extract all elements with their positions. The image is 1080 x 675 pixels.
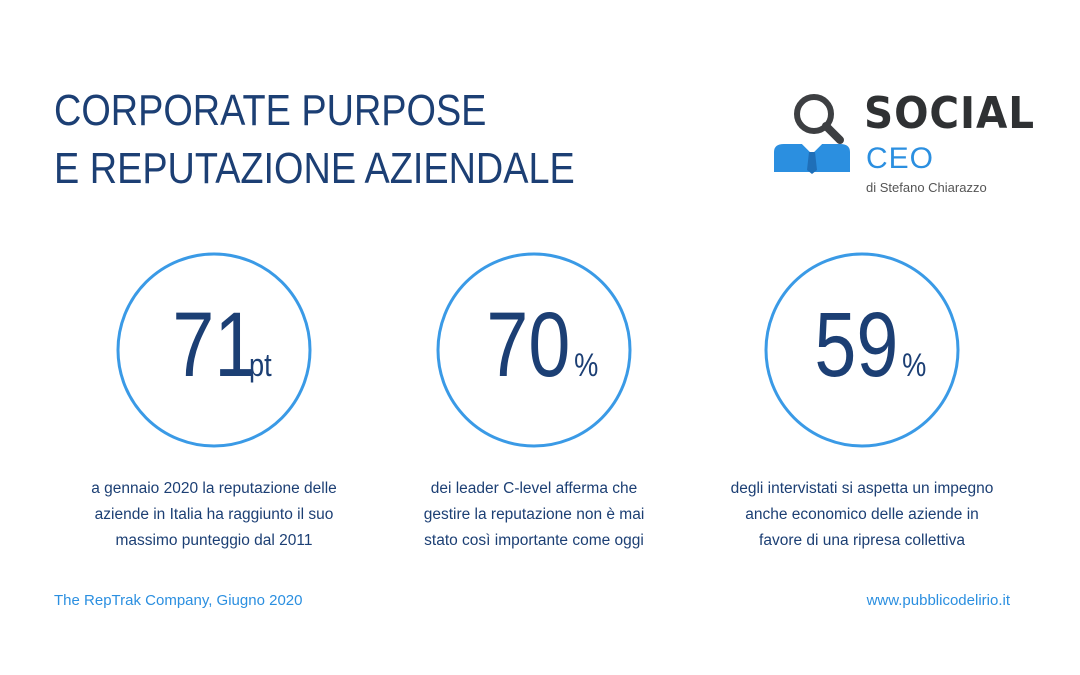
- logo-byline: di Stefano Chiarazzo: [866, 180, 987, 195]
- social-ceo-logo: SOCIAL CEO di Stefano Chiarazzo: [770, 88, 1034, 200]
- stat-value: 71pt: [114, 290, 314, 400]
- stat-number: 59: [814, 294, 898, 396]
- title-line-1: CORPORATE PURPOSE: [54, 86, 487, 135]
- stat-description-line: anche economico delle aziende in: [745, 506, 979, 523]
- ring-circle: [436, 252, 632, 448]
- stat-ring: 70%: [434, 250, 634, 450]
- suit-tie-icon: [774, 144, 850, 174]
- stat-description: a gennaio 2020 la reputazione delle azie…: [64, 476, 364, 554]
- stat-unit: pt: [248, 347, 272, 383]
- source-credit: The RepTrak Company, Giugno 2020: [54, 592, 303, 609]
- title-line-2: E REPUTAZIONE AZIENDALE: [54, 144, 575, 193]
- stat-description-line: favore di una ripresa collettiva: [759, 532, 965, 549]
- stat-value: 59%: [762, 290, 962, 400]
- ring-circle: [764, 252, 960, 448]
- stat-unit: %: [902, 347, 927, 383]
- page-title: CORPORATE PURPOSE E REPUTAZIONE AZIENDAL…: [54, 82, 575, 198]
- ring-circle: [116, 252, 312, 448]
- stat-value: 70%: [434, 290, 634, 400]
- stat-unit: %: [574, 347, 599, 383]
- logo-word-social: SOCIAL: [864, 88, 1035, 139]
- stat-description: degli intervistati si aspetta un impegno…: [712, 476, 1012, 554]
- logo-word-ceo: CEO: [866, 142, 935, 175]
- stat-description-line: massimo punteggio dal 2011: [115, 532, 313, 549]
- stat-description: dei leader C-level afferma che gestire l…: [384, 476, 684, 554]
- stat-description-line: dei leader C-level afferma che: [430, 480, 638, 497]
- website-link[interactable]: www.pubblicodelirio.it: [866, 592, 1010, 609]
- stat-description-line: stato così importante come oggi: [424, 532, 644, 549]
- stat-description-line: gestire la reputazione non è mai: [423, 506, 645, 523]
- stat-description-line: aziende in Italia ha raggiunto il suo: [94, 506, 334, 523]
- stat-ring: 71pt: [114, 250, 314, 450]
- stat-number: 71: [172, 294, 257, 396]
- stat-description-line: degli intervistati si aspetta un impegno: [730, 480, 994, 497]
- stat-number: 70: [486, 294, 570, 396]
- magnifier-icon: [794, 94, 844, 144]
- stat-ring: 59%: [762, 250, 962, 450]
- logo-icon-group: [774, 94, 850, 174]
- stat-description-line: a gennaio 2020 la reputazione delle: [91, 480, 337, 497]
